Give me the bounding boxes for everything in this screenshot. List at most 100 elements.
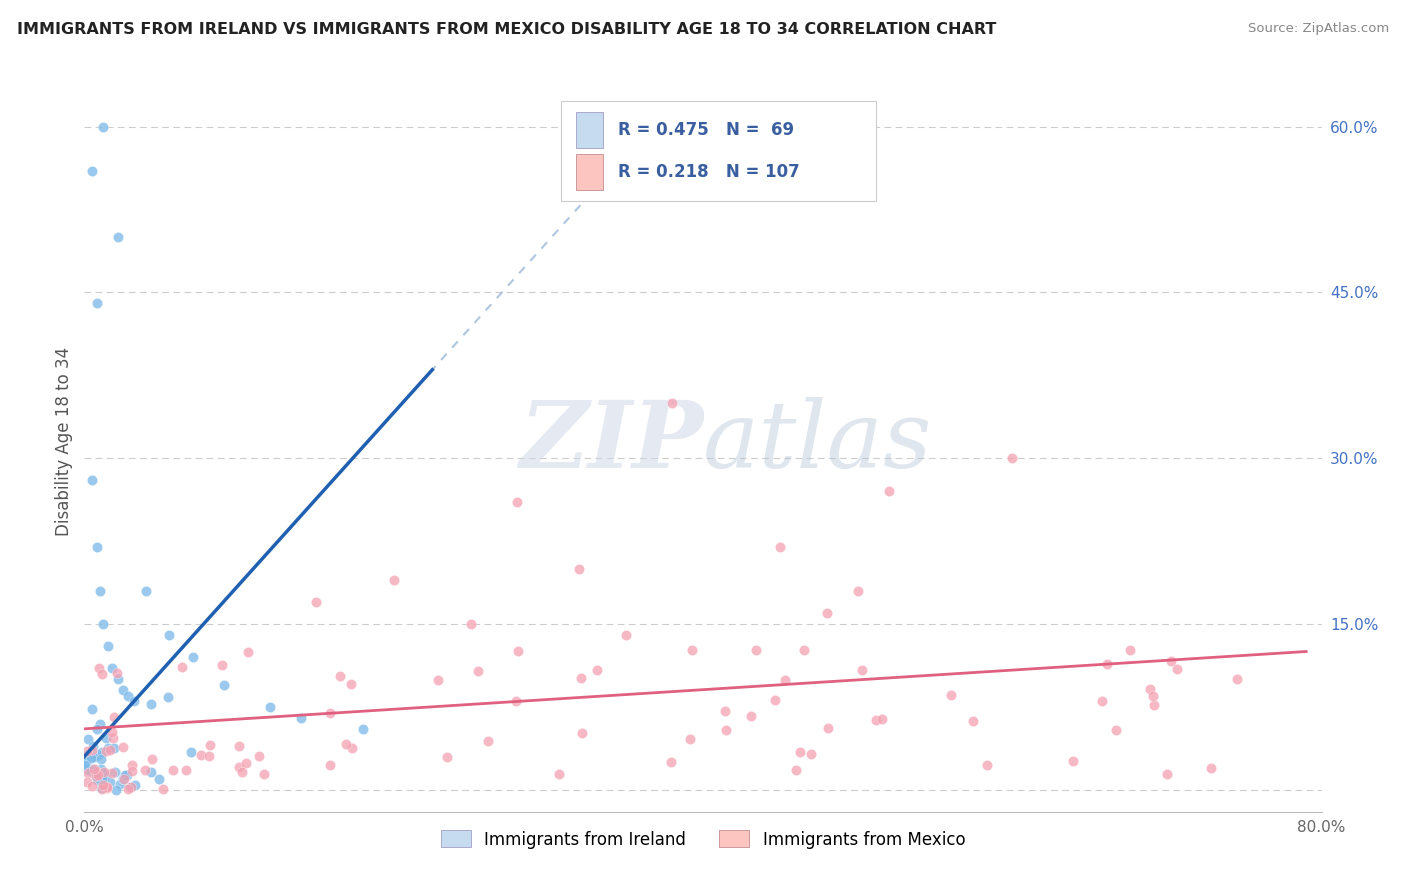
Point	[789, 745, 811, 759]
Point	[107, 672, 129, 686]
Point	[1118, 643, 1140, 657]
Point	[80, 743, 103, 757]
Point	[162, 763, 184, 777]
Point	[1062, 754, 1084, 768]
Point	[82, 739, 104, 753]
Point	[1199, 761, 1222, 775]
Point	[87, 661, 110, 675]
Point	[793, 643, 815, 657]
Point	[94, 767, 117, 781]
Point	[112, 772, 135, 787]
Point	[101, 766, 124, 780]
Point	[80, 764, 103, 779]
Point	[247, 749, 270, 764]
Point	[75, 755, 97, 769]
Point	[112, 739, 135, 754]
Point	[319, 706, 342, 721]
Point	[716, 723, 738, 738]
Point	[340, 741, 363, 756]
Point	[506, 643, 529, 657]
Point	[1156, 766, 1178, 780]
Y-axis label: Disability Age 18 to 34: Disability Age 18 to 34	[55, 347, 73, 536]
Point	[80, 779, 103, 793]
Point	[180, 745, 202, 759]
Point	[1226, 673, 1249, 687]
Point	[83, 762, 105, 776]
Point	[135, 583, 157, 598]
Point	[76, 765, 98, 780]
Point	[661, 396, 683, 410]
Point	[740, 709, 762, 723]
Point	[139, 764, 162, 779]
Point	[90, 751, 112, 765]
Point	[614, 628, 637, 642]
Point	[108, 777, 131, 791]
Point	[114, 768, 136, 782]
Point	[121, 764, 143, 779]
Point	[134, 763, 156, 777]
Text: IMMIGRANTS FROM IRELAND VS IMMIGRANTS FROM MEXICO DISABILITY AGE 18 TO 34 CORREL: IMMIGRANTS FROM IRELAND VS IMMIGRANTS FR…	[17, 22, 997, 37]
Point	[80, 702, 103, 716]
Point	[93, 768, 115, 782]
Point	[939, 688, 962, 702]
Point	[97, 741, 120, 756]
Point	[426, 673, 449, 687]
Point	[962, 714, 984, 728]
Point	[1091, 694, 1114, 708]
Point	[98, 743, 121, 757]
Point	[98, 775, 121, 789]
Point	[235, 756, 257, 771]
Point	[318, 758, 340, 772]
Point	[141, 752, 163, 766]
Point	[86, 723, 108, 737]
Point	[91, 616, 114, 631]
Point	[86, 772, 108, 787]
Point	[1160, 654, 1182, 668]
Point	[86, 765, 108, 780]
Point	[91, 778, 114, 792]
Point	[769, 540, 792, 554]
Point	[76, 775, 98, 789]
Point	[745, 643, 768, 657]
Point	[93, 765, 115, 780]
Point	[86, 771, 108, 785]
Point	[1097, 657, 1119, 671]
Bar	[575, 154, 603, 190]
Point	[506, 495, 529, 509]
Point	[82, 473, 104, 487]
Point	[1166, 662, 1188, 676]
Point	[103, 741, 125, 756]
Point	[124, 778, 146, 792]
Point	[877, 484, 900, 499]
Point	[103, 731, 125, 745]
Point	[460, 616, 482, 631]
Point	[198, 738, 221, 752]
Point	[148, 772, 170, 787]
Point	[96, 744, 118, 758]
FancyBboxPatch shape	[561, 101, 876, 201]
Point	[105, 665, 128, 680]
Point	[80, 751, 103, 765]
Point	[659, 756, 682, 770]
Point	[120, 780, 142, 794]
Point	[585, 663, 607, 677]
Point	[228, 739, 250, 753]
Point	[505, 694, 527, 708]
Point	[76, 744, 98, 758]
Point	[91, 120, 114, 134]
Point	[846, 583, 869, 598]
Point	[569, 671, 592, 685]
Point	[96, 780, 118, 794]
Point	[211, 657, 233, 672]
Point	[86, 748, 108, 763]
Point	[101, 661, 124, 675]
Point	[77, 731, 100, 746]
Point	[89, 583, 111, 598]
Text: Source: ZipAtlas.com: Source: ZipAtlas.com	[1249, 22, 1389, 36]
Point	[181, 650, 204, 665]
Point	[197, 748, 219, 763]
Point	[96, 639, 118, 653]
Point	[117, 689, 139, 703]
Point	[382, 573, 405, 587]
Point	[115, 768, 138, 782]
